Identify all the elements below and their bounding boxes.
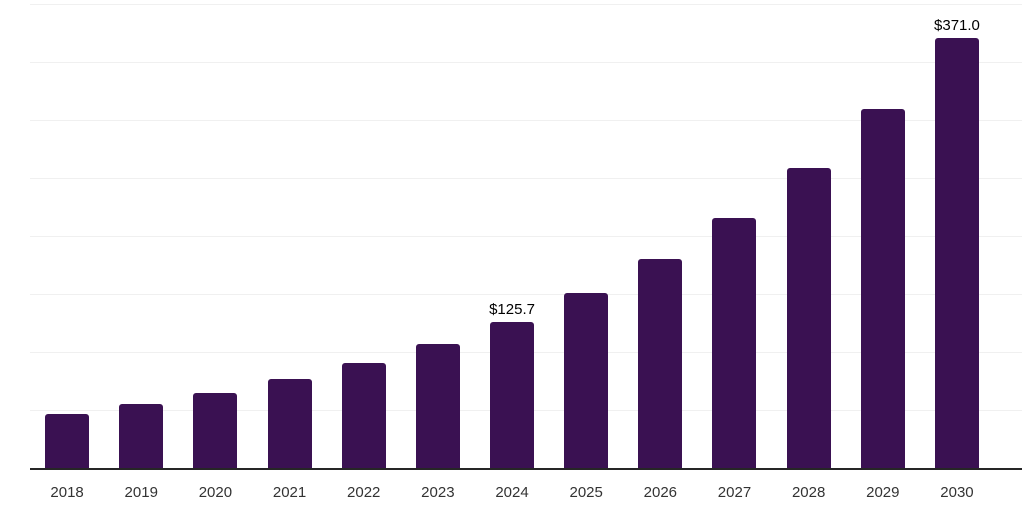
x-tick-label-2027: 2027 (717, 484, 752, 501)
bar-column-2021: 2021 (252, 4, 326, 501)
bar-2024: $125.7 (489, 301, 535, 468)
bar-2021 (267, 379, 312, 468)
x-tick-label-2028: 2028 (791, 484, 826, 501)
bar-column-2018: 2018 (30, 4, 104, 501)
bar-column-2028: 2028 (772, 4, 846, 501)
x-tick-label-2020: 2020 (198, 484, 233, 501)
bar-column-2022: 2022 (327, 4, 401, 501)
bar-2028 (786, 168, 831, 468)
gridline-250 (30, 177, 1022, 179)
bar-column-2023: 2023 (401, 4, 475, 501)
gridline-300 (30, 119, 1022, 121)
bar-column-2024: $125.7 2024 (475, 4, 549, 501)
bar-column-2029: 2029 (846, 4, 920, 501)
bars-row: 2018 2019 2020 2021 2022 2023 $125.7 2024 2025 20… (30, 4, 994, 501)
bar-2019 (119, 404, 164, 468)
x-tick-label-2030: 2030 (940, 484, 974, 501)
bar-2022 (341, 363, 386, 468)
bar-value-label-2024: $125.7 (489, 301, 535, 319)
x-tick-label-2022: 2022 (347, 484, 381, 501)
gridline-350 (30, 61, 1022, 63)
x-tick-label-2026: 2026 (643, 484, 678, 501)
x-tick-label-2023: 2023 (421, 484, 455, 501)
gridline-400 (30, 3, 1022, 5)
plot-area: 2018 2019 2020 2021 2022 2023 $125.7 2024 2025 20… (30, 3, 1022, 501)
bar-column-2025: 2025 (549, 4, 623, 501)
bar-column-2026: 2026 (623, 4, 697, 501)
bar-column-2020: 2020 (178, 4, 252, 501)
bar-2018 (45, 414, 90, 468)
x-tick-label-2018: 2018 (50, 484, 84, 501)
bar-2029 (860, 108, 905, 468)
x-tick-label-2025: 2025 (569, 484, 603, 501)
bar-column-2019: 2019 (104, 4, 178, 501)
bar-2020 (193, 392, 238, 468)
gridline-150 (30, 293, 1022, 295)
bar-2026 (638, 258, 683, 468)
bar-2030: $371.0 (934, 17, 980, 468)
x-tick-label-2021: 2021 (272, 484, 307, 501)
bar-column-2027: 2027 (697, 4, 771, 501)
x-tick-label-2024: 2024 (495, 484, 529, 501)
bar-2027 (712, 217, 757, 468)
x-tick-label-2019: 2019 (124, 484, 158, 501)
bar-2025 (564, 293, 609, 468)
bar-value-label-2030: $371.0 (934, 16, 980, 34)
bar-2023 (415, 344, 460, 468)
x-tick-label-2029: 2029 (866, 484, 900, 501)
bar-column-2030: $371.0 2030 (920, 4, 994, 501)
gridline-200 (30, 235, 1022, 237)
